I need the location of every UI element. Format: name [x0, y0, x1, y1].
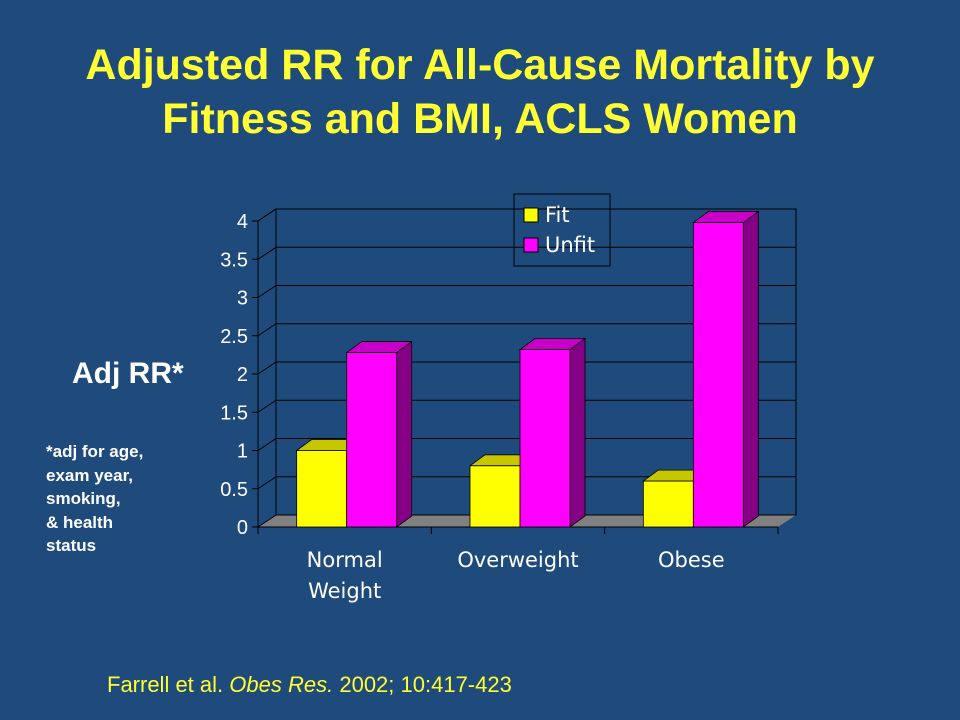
- title-line-2: Fitness and BMI, ACLS Women: [162, 95, 798, 143]
- y-tick-label: 3: [237, 288, 248, 310]
- bar-fit-1: [469, 465, 521, 528]
- footnote-line-1: *adj for age,: [46, 442, 144, 461]
- x-category-label: Obese: [658, 548, 725, 572]
- footnote-line-5: status: [46, 536, 97, 555]
- adjustment-footnote: *adj for age, exam year, smoking, & heal…: [46, 440, 196, 558]
- y-axis-label: Adj RR*: [72, 357, 184, 390]
- x-category-label-line2: Weight: [308, 579, 381, 603]
- legend-swatch-fit: [523, 207, 539, 223]
- legend-swatch-unfit: [523, 237, 539, 253]
- bar-unfit-0: [346, 352, 398, 528]
- citation-authors: Farrell et al.: [107, 672, 224, 697]
- bar-side-unfit-1: [569, 337, 586, 528]
- gridline: [257, 399, 796, 413]
- slide-title: Adjusted RR for All-Cause Mortality by F…: [0, 38, 960, 146]
- footnote-line-3: smoking,: [46, 489, 121, 508]
- gridline: [257, 361, 796, 375]
- legend-label-unfit: Unfit: [545, 233, 595, 257]
- x-category-label: Overweight: [457, 548, 578, 572]
- citation-details: 2002; 10:417-423: [339, 672, 512, 697]
- gridline: [257, 438, 796, 451]
- x-category-label: Normal: [307, 548, 383, 572]
- gridline: [257, 323, 796, 337]
- legend-box: [513, 193, 611, 267]
- y-tick-label: 1: [237, 441, 248, 463]
- bar-side-unfit-0: [396, 340, 413, 528]
- citation-journal: Obes Res.: [229, 672, 334, 697]
- bar-unfit-2: [692, 222, 744, 528]
- gridline: [257, 285, 796, 298]
- gridline: [257, 208, 796, 222]
- y-tick-label: 4: [237, 211, 248, 233]
- bar-side-unfit-2: [742, 210, 759, 528]
- citation: Farrell et al. Obes Res. 2002; 10:417-42…: [107, 672, 512, 698]
- y-tick-label: 0: [237, 517, 248, 539]
- title-line-1: Adjusted RR for All-Cause Mortality by: [85, 41, 875, 89]
- bar-fit-2: [642, 480, 694, 528]
- y-tick-label: 2: [237, 364, 248, 386]
- y-tick-label: 3.5: [220, 249, 248, 271]
- bar-unfit-1: [519, 349, 571, 528]
- y-tick-label: 1.5: [220, 402, 248, 424]
- footnote-line-2: exam year,: [46, 465, 133, 485]
- footnote-line-4: & health: [46, 512, 114, 532]
- gridline: [257, 476, 796, 490]
- y-tick-label: 2.5: [220, 326, 248, 348]
- legend-label-fit: Fit: [545, 203, 570, 227]
- y-tick-label: 0.5: [220, 479, 248, 501]
- bar-fit-0: [296, 450, 348, 528]
- gridline: [257, 246, 796, 260]
